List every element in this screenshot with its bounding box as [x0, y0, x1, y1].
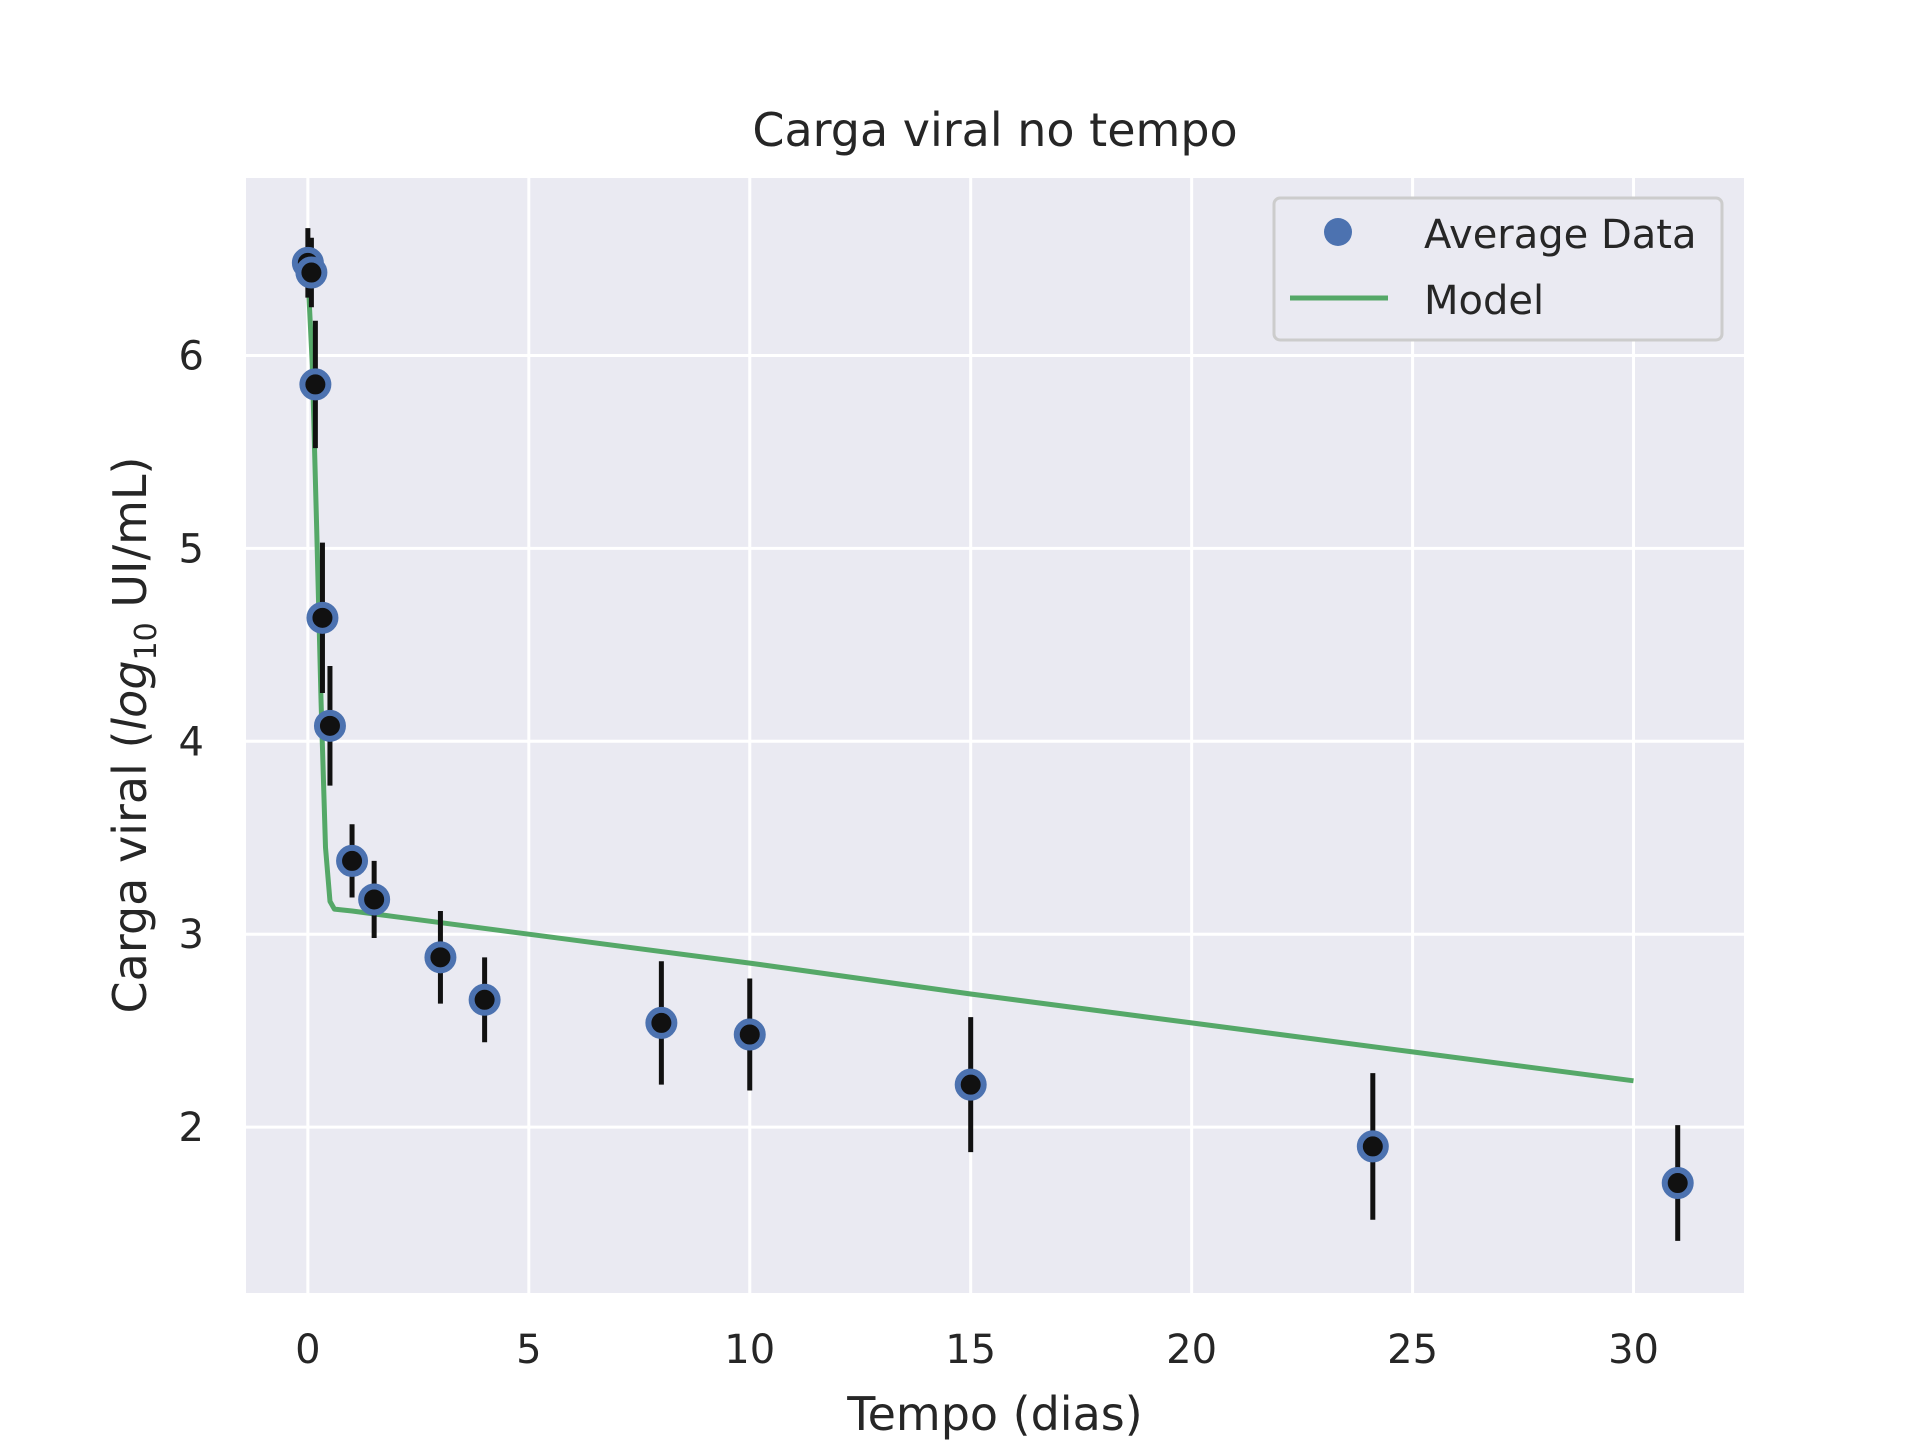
data-point — [1661, 1167, 1694, 1200]
chart-title: Carga viral no tempo — [752, 103, 1237, 157]
data-point — [336, 844, 369, 877]
data-point — [1356, 1130, 1389, 1163]
y-tick-labels: 2 3 4 5 6 — [179, 333, 204, 1151]
x-tick-label: 25 — [1387, 1327, 1438, 1373]
data-point — [954, 1068, 987, 1101]
data-point — [468, 983, 501, 1016]
legend-box — [1272, 196, 1724, 342]
plot-area — [246, 178, 1744, 1293]
y-axis-title-prefix: Carga viral ( — [103, 731, 157, 1014]
y-axis-title-suffix: UI/mL) — [103, 457, 157, 623]
legend-marker-average-data — [1324, 218, 1352, 246]
legend-label-model: Model — [1424, 278, 1544, 324]
model-line — [305, 274, 1634, 1084]
y-tick-label: 6 — [179, 333, 204, 379]
data-point — [645, 1006, 678, 1039]
data-point — [733, 1018, 766, 1051]
x-tick-label: 10 — [724, 1327, 775, 1373]
y-axis-title-log: log — [103, 660, 157, 730]
legend-label-average-data: Average Data — [1424, 212, 1696, 258]
data-point — [295, 256, 328, 289]
x-tick-label: 15 — [945, 1327, 996, 1373]
model-series — [305, 274, 1634, 1084]
data-point — [313, 709, 346, 742]
y-tick-label: 4 — [179, 719, 204, 765]
y-axis-title: Carga viral (log10 UI/mL) — [103, 457, 164, 1014]
x-axis-title: Tempo (dias) — [846, 1387, 1142, 1440]
y-tick-label: 2 — [179, 1105, 204, 1151]
data-point — [358, 883, 391, 916]
x-tick-label: 0 — [295, 1327, 320, 1373]
x-tick-label: 5 — [516, 1327, 541, 1373]
y-tick-label: 3 — [179, 912, 204, 958]
data-point — [424, 941, 457, 974]
y-axis-title-subscript: 10 — [129, 622, 164, 660]
data-point — [306, 601, 339, 634]
x-tick-label: 30 — [1608, 1327, 1659, 1373]
x-tick-labels: 0 5 10 15 20 25 30 — [295, 1327, 1659, 1373]
data-point — [299, 368, 332, 401]
data-points — [291, 246, 1694, 1200]
x-tick-label: 20 — [1166, 1327, 1217, 1373]
legend: Average Data Model — [1272, 196, 1724, 342]
grid — [246, 178, 1744, 1293]
y-tick-label: 5 — [179, 526, 204, 572]
